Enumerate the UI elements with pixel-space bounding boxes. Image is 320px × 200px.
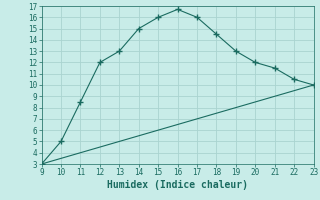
X-axis label: Humidex (Indice chaleur): Humidex (Indice chaleur) [107,180,248,190]
